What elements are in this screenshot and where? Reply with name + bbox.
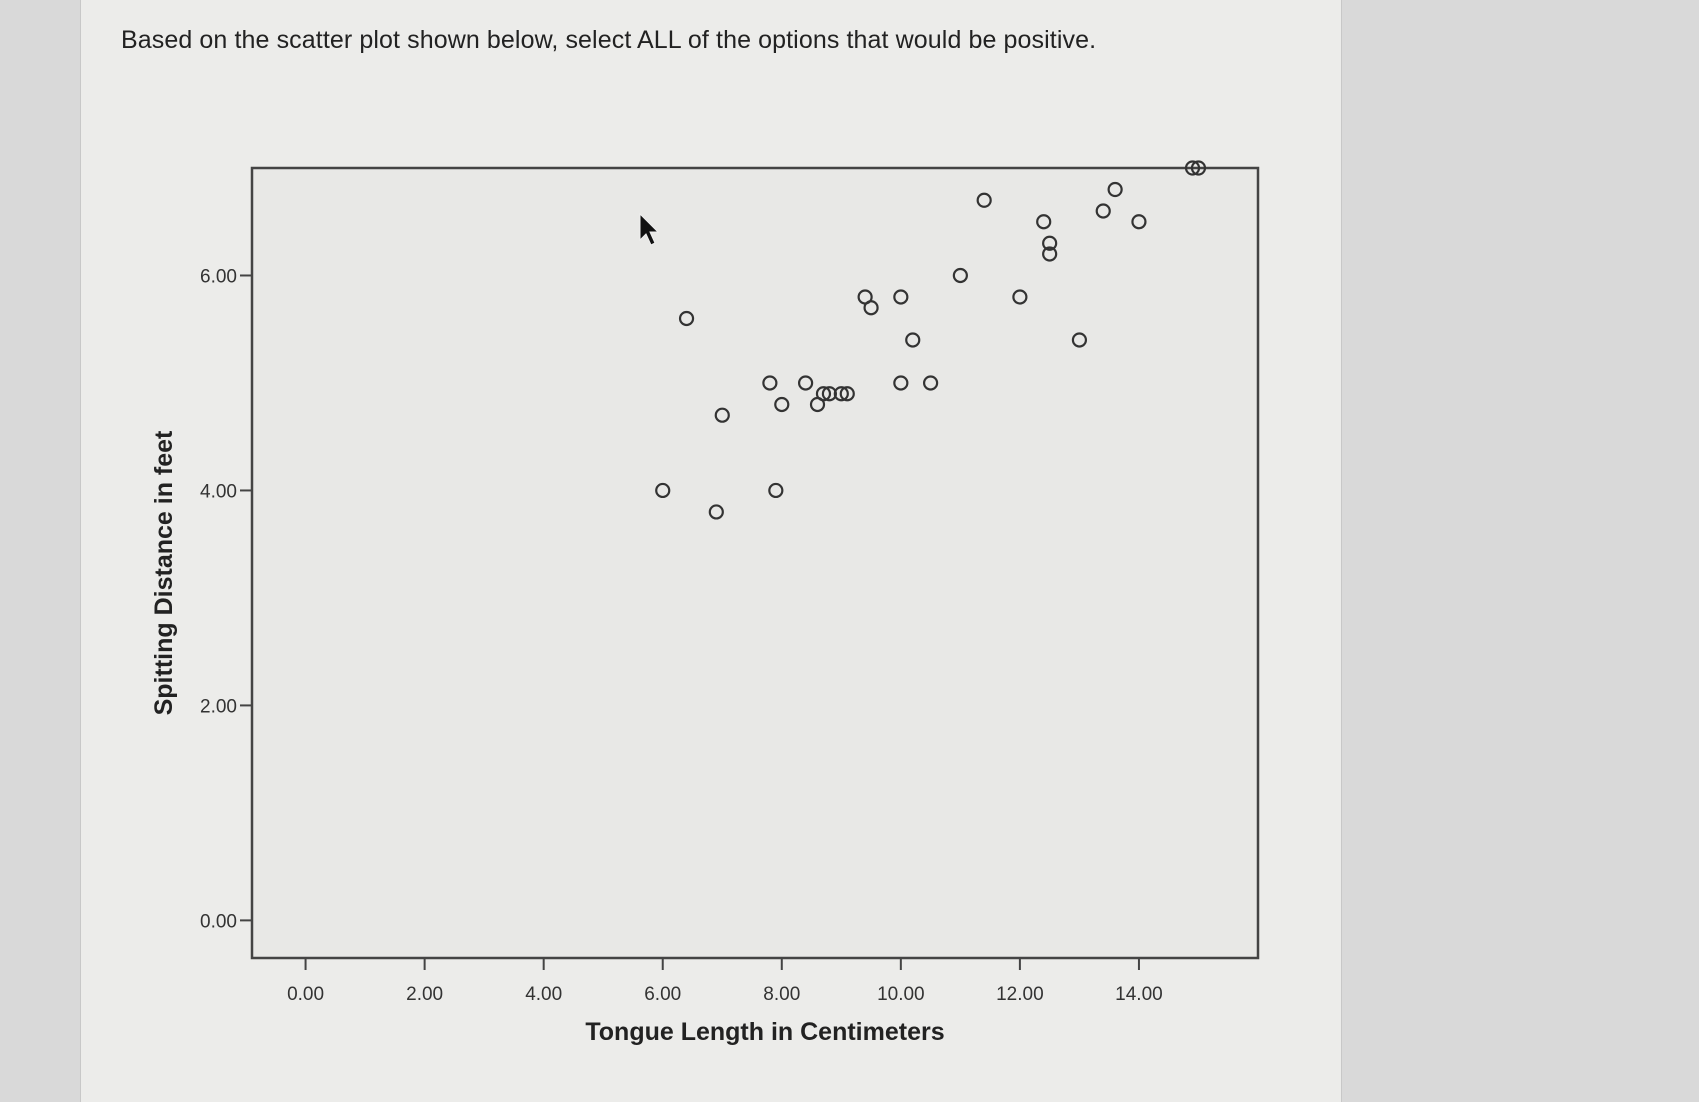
data-point [1184,160,1201,176]
x-tick-label: 2.00 [406,984,443,1005]
data-point [768,482,784,499]
data-point [1190,160,1207,176]
data-point [714,407,730,423]
question-text: Based on the scatter plot shown below, s… [121,26,1097,54]
x-tick-label: 10.00 [877,984,925,1005]
data-point [1131,214,1147,230]
data-point [708,504,724,520]
data-point [893,375,909,391]
data-point [655,482,671,499]
x-axis-label: Tongue Length in Centimeters [585,1018,944,1046]
data-point [774,396,790,413]
data-point [1095,203,1111,219]
data-point [1107,181,1123,198]
data-point [1042,235,1058,251]
x-tick-label: 14.00 [1115,984,1163,1005]
x-tick-label: 12.00 [996,984,1044,1005]
x-tick-label: 4.00 [525,984,562,1005]
data-point [833,386,849,402]
data-point [905,332,921,348]
mouse-cursor-icon [639,212,660,246]
y-tick-label: 4.00 [200,481,237,502]
data-point [976,192,992,208]
data-point [952,267,968,284]
data-point [1036,214,1052,230]
data-point [839,386,855,402]
data-point [815,386,832,402]
plot-area [250,166,1260,960]
data-point [762,375,778,391]
x-tick-label: 0.00 [287,984,324,1005]
data-point [1012,289,1028,305]
data-point [923,375,939,391]
data-point [678,310,695,327]
data-point [1071,332,1088,348]
x-tick-label: 8.00 [763,984,800,1005]
y-tick-label: 0.00 [200,911,237,932]
y-tick-label: 6.00 [200,266,237,287]
y-axis-label: Spitting Distance in feet [150,430,178,715]
data-point [1042,246,1058,262]
data-point [797,375,814,391]
data-point [863,300,879,316]
y-tick-label: 2.00 [200,696,237,717]
data-point [893,289,909,305]
x-tick-label: 6.00 [644,984,681,1005]
